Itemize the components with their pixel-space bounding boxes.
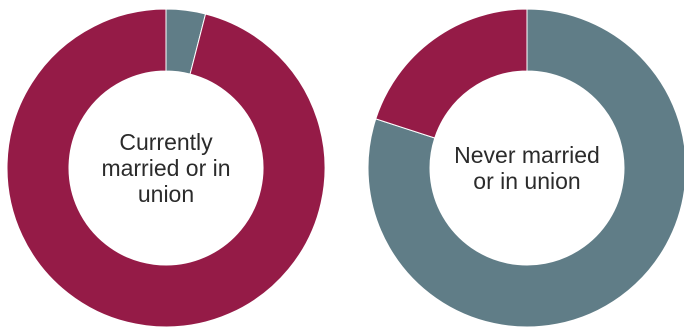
donut-center-label-line: Never married	[454, 142, 600, 168]
donut-center-label-line: union	[138, 181, 194, 207]
donut-center-label-line: married or in	[101, 155, 230, 181]
donut-center-label-line: or in union	[473, 168, 580, 194]
donut-center-label-line: Currently	[119, 129, 213, 155]
donut-slice-other	[367, 8, 684, 327]
donut-slice-married	[375, 8, 528, 139]
donut-slice-married	[6, 8, 326, 327]
